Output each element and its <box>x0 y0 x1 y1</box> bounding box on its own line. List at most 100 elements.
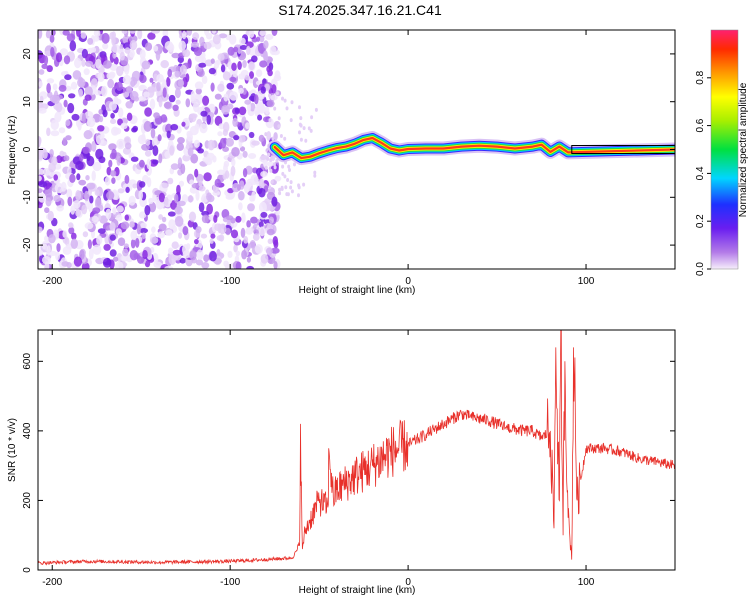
noise-speckle <box>188 211 197 222</box>
snr-y-tick-label: 600 <box>22 353 33 370</box>
noise-speckle <box>46 245 51 256</box>
noise-speckle <box>121 117 128 125</box>
noise-speckle <box>246 256 251 263</box>
noise-speckle <box>44 188 53 198</box>
snr-series-line <box>38 330 675 566</box>
noise-speckle <box>200 110 208 117</box>
noise-speckle <box>210 233 216 239</box>
noise-speckle <box>113 191 120 201</box>
noise-speckle <box>177 79 184 87</box>
noise-speckle <box>167 177 174 185</box>
noise-speckle <box>60 181 67 192</box>
noise-speckle <box>38 69 45 75</box>
colorbar-tick-label: 0.0 <box>695 262 706 276</box>
noise-speckle <box>260 254 269 264</box>
noise-speckle <box>70 81 78 90</box>
noise-speckle <box>272 162 276 167</box>
noise-speckle <box>227 188 234 194</box>
noise-speckle <box>49 34 55 43</box>
noise-speckle <box>124 64 130 75</box>
noise-speckle <box>199 36 205 46</box>
noise-speckle <box>146 158 152 170</box>
noise-speckle <box>196 173 204 183</box>
noise-speckle <box>259 30 267 36</box>
noise-speckle <box>142 249 148 260</box>
noise-speckle <box>250 174 259 186</box>
noise-speckle <box>214 93 222 100</box>
noise-speckle <box>297 185 301 190</box>
noise-speckle <box>94 90 102 96</box>
noise-speckle <box>251 55 258 63</box>
noise-speckle <box>115 214 123 222</box>
noise-speckle <box>147 32 156 40</box>
noise-speckle <box>51 95 60 104</box>
noise-speckle <box>200 233 208 239</box>
noise-speckle <box>206 114 211 125</box>
noise-speckle <box>242 60 247 68</box>
snr-background <box>38 330 675 570</box>
noise-speckle <box>41 63 48 70</box>
noise-speckle <box>73 256 82 267</box>
noise-speckle <box>164 150 171 159</box>
noise-speckle <box>152 159 159 165</box>
noise-speckle <box>98 156 106 164</box>
noise-speckle <box>238 106 247 116</box>
noise-speckle <box>232 117 238 128</box>
noise-speckle <box>138 85 145 92</box>
noise-speckle <box>132 125 138 132</box>
noise-speckle <box>97 72 105 82</box>
noise-speckle <box>264 165 268 170</box>
noise-speckle <box>275 91 279 96</box>
noise-speckle <box>108 143 117 151</box>
noise-speckle <box>157 202 165 209</box>
noise-speckle <box>153 45 159 52</box>
noise-speckle <box>166 76 171 87</box>
noise-speckle <box>84 222 94 230</box>
noise-speckle <box>164 265 174 269</box>
noise-speckle <box>156 73 164 83</box>
noise-speckle <box>50 46 55 58</box>
noise-speckle <box>110 118 117 125</box>
noise-speckle <box>76 173 81 181</box>
noise-speckle <box>274 70 281 79</box>
noise-speckle <box>172 254 182 261</box>
noise-speckle <box>279 134 283 138</box>
noise-speckle <box>241 212 246 223</box>
noise-speckle <box>278 187 282 192</box>
noise-speckle <box>165 123 173 134</box>
noise-speckle <box>185 98 191 108</box>
noise-speckle <box>81 204 88 215</box>
noise-speckle <box>248 30 255 38</box>
noise-speckle <box>83 68 90 76</box>
noise-speckle <box>242 150 248 158</box>
noise-speckle <box>55 251 60 261</box>
noise-speckle <box>268 93 272 98</box>
noise-speckle <box>221 105 230 115</box>
noise-speckle <box>217 53 225 61</box>
noise-speckle <box>95 134 105 145</box>
noise-speckle <box>41 256 51 265</box>
noise-speckle <box>281 171 285 176</box>
noise-speckle <box>170 124 179 131</box>
spectrogram-y-tick-label: 0 <box>22 146 33 152</box>
noise-speckle <box>160 114 168 123</box>
noise-speckle <box>38 193 46 203</box>
noise-speckle <box>230 217 236 224</box>
noise-speckle <box>288 168 291 172</box>
noise-speckle <box>163 101 172 109</box>
noise-speckle <box>126 112 133 122</box>
noise-speckle <box>214 178 221 188</box>
noise-speckle <box>103 60 112 69</box>
noise-speckle <box>239 37 246 45</box>
noise-speckle <box>227 46 235 56</box>
noise-speckle <box>136 224 141 235</box>
noise-speckle <box>194 93 201 100</box>
noise-speckle <box>125 186 130 193</box>
noise-speckle <box>99 115 104 123</box>
noise-speckle <box>81 59 86 67</box>
noise-speckle <box>314 107 318 112</box>
noise-speckle <box>178 180 185 187</box>
noise-speckle <box>260 86 266 94</box>
noise-speckle <box>246 45 251 56</box>
noise-speckle <box>79 153 84 162</box>
